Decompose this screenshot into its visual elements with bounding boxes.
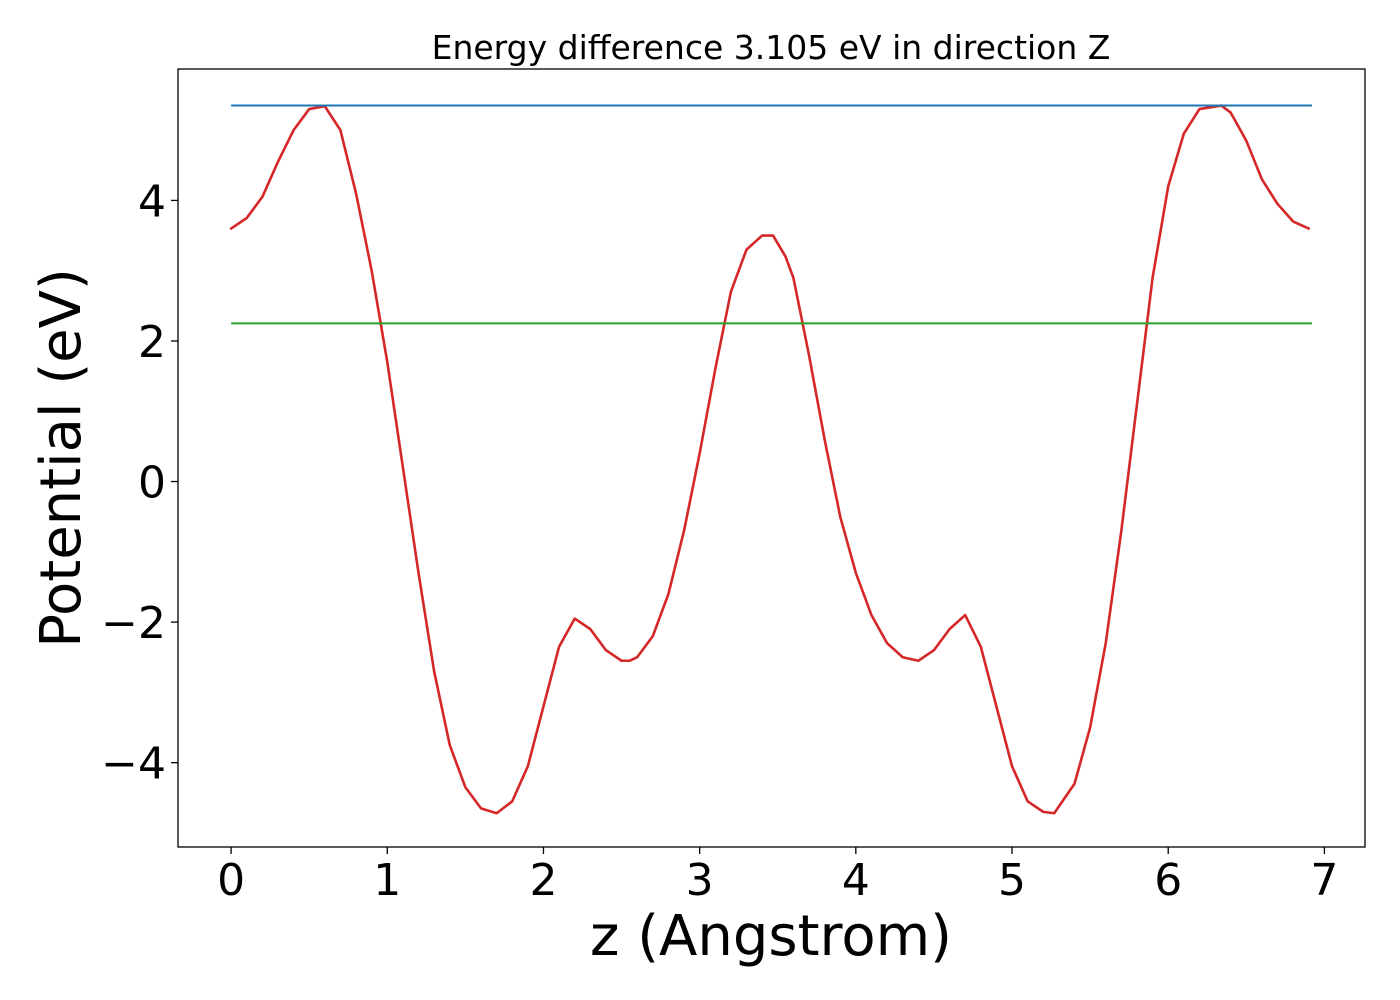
series-potential-line (229, 104, 1311, 815)
y-axis-label: Potential (eV) (29, 268, 94, 648)
chart-marks (229, 104, 1312, 815)
x-tick-label: 3 (686, 855, 714, 906)
x-tick-label: 5 (998, 855, 1026, 906)
x-tick-label: 0 (217, 855, 245, 906)
y-tick-label: 2 (138, 317, 166, 368)
plot-frame (177, 68, 1366, 848)
x-tick-label: 7 (1310, 855, 1338, 906)
y-tick-label: −2 (101, 598, 166, 649)
x-tick-label: 6 (1154, 855, 1182, 906)
x-axis-ticks: 0 1 2 3 4 5 6 7 (217, 847, 1338, 906)
x-tick-label: 4 (842, 855, 870, 906)
y-tick-label: −4 (101, 739, 166, 790)
chart-title: Energy difference 3.105 eV in direction … (432, 28, 1111, 67)
y-tick-label: 4 (138, 176, 166, 227)
x-tick-label: 2 (529, 855, 557, 906)
x-axis-label: z (Angstrom) (590, 904, 952, 969)
y-tick-label: 0 (138, 458, 166, 509)
y-axis-ticks: −4 −2 0 2 4 (101, 176, 178, 790)
x-tick-label: 1 (373, 855, 401, 906)
